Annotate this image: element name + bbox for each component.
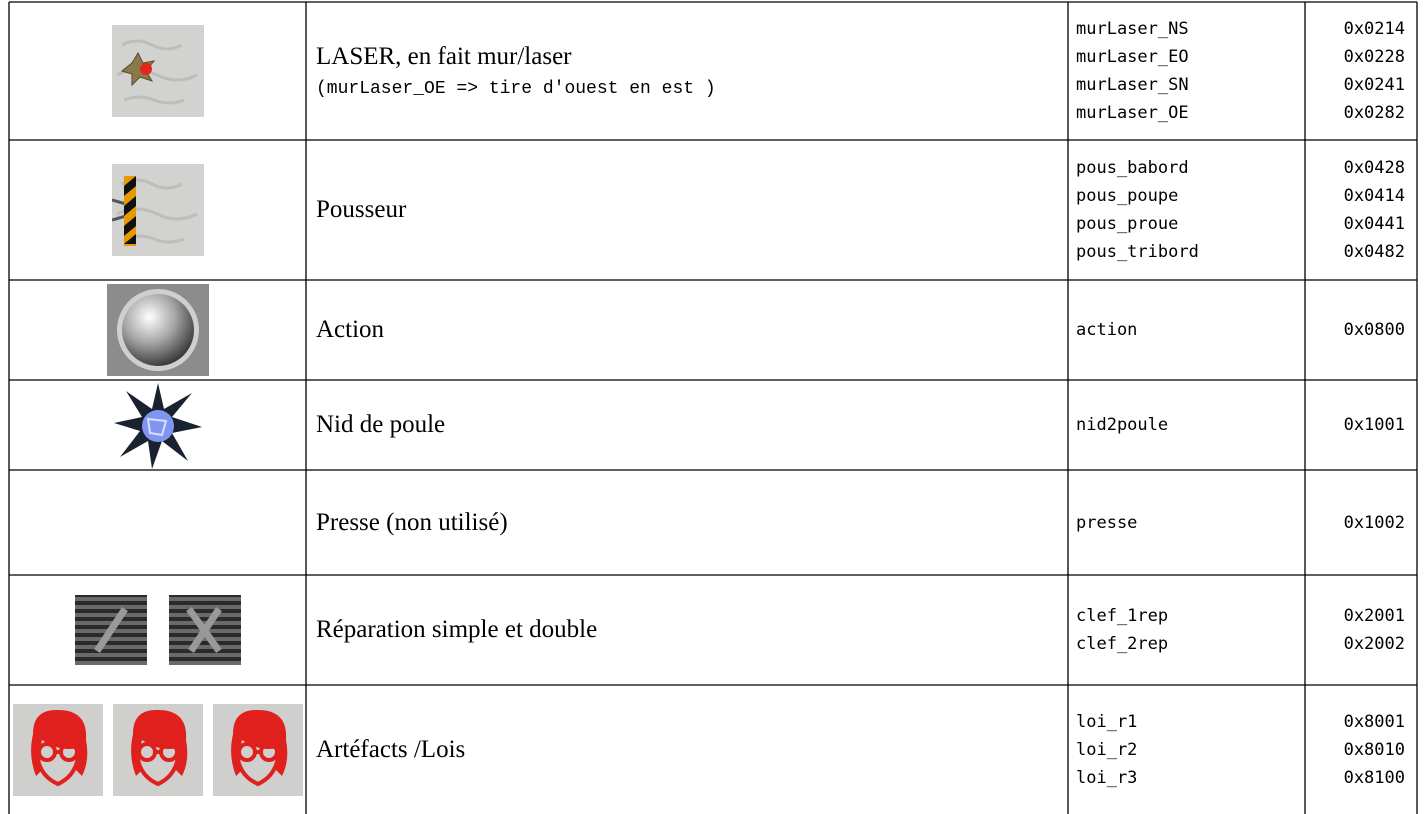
code: 0x0428 (1343, 158, 1405, 178)
names-cell: murLaser_NS murLaser_EO murLaser_SN murLase… (1068, 2, 1305, 140)
law-icon (212, 703, 303, 796)
name: pous_tribord (1076, 242, 1199, 262)
codes-cell: 0x0800 (1305, 280, 1417, 380)
law-icon (112, 703, 203, 796)
names-cell: presse (1068, 470, 1305, 575)
name: murLaser_EO (1076, 47, 1189, 67)
name: murLaser_SN (1076, 75, 1189, 95)
icon-cell (9, 2, 306, 140)
name: presse (1076, 512, 1138, 533)
code: 0x0228 (1343, 47, 1405, 67)
description: Action (316, 316, 385, 343)
name: murLaser_NS (1076, 19, 1189, 39)
description-cell: Artéfacts /Lois (306, 685, 1068, 814)
icon-cell (9, 280, 306, 380)
description-cell: LASER, en fait mur/laser (murLaser_OE => … (306, 2, 1068, 140)
names-cell: clef_1rep clef_2rep (1068, 575, 1305, 685)
names-cell: action (1068, 280, 1305, 380)
code: 0x1002 (1343, 512, 1405, 533)
code: 0x0214 (1343, 19, 1405, 39)
repair-icon (168, 595, 241, 665)
name: action (1076, 320, 1138, 340)
description: Presse (non utilisé) (316, 508, 508, 536)
name: clef_1rep (1076, 606, 1169, 626)
repair-icon (74, 595, 147, 665)
name: murLaser_OE (1076, 103, 1189, 123)
name: pous_proue (1076, 214, 1179, 234)
note: (murLaser_OE => tire d'ouest en est ) (316, 79, 716, 99)
name: nid2poule (1076, 415, 1169, 435)
name: pous_babord (1076, 158, 1189, 178)
description-cell: Presse (non utilisé) (306, 470, 1068, 575)
tile (111, 164, 204, 256)
description: Réparation simple et double (316, 616, 598, 643)
code: 0x0241 (1343, 75, 1405, 95)
code: 0x2001 (1343, 606, 1405, 626)
code: 0x0482 (1343, 242, 1405, 262)
icon-cell (9, 140, 306, 280)
codes-cell: 0x2001 0x2002 (1305, 575, 1417, 685)
description-cell: Action (306, 280, 1068, 380)
description: Pousseur (316, 196, 407, 223)
action-icon (106, 284, 209, 376)
code: 0x0441 (1343, 214, 1405, 234)
code: 0x0414 (1343, 186, 1405, 206)
pothole-icon (113, 383, 202, 469)
description: LASER, en fait mur/laser (316, 43, 572, 70)
icon-cell (9, 685, 306, 814)
codes-cell: 0x8001 0x8010 0x8100 (1305, 685, 1417, 814)
icon-cell (9, 470, 306, 575)
code: 0x2002 (1343, 634, 1405, 654)
names-cell: loi_r1 loi_r2 loi_r3 (1068, 685, 1305, 814)
description-cell: Nid de poule (306, 380, 1068, 470)
names-cell: pous_babord pous_poupe pous_proue pous_trib… (1068, 140, 1305, 280)
name: loi_r2 (1076, 739, 1138, 760)
law-icon (12, 703, 103, 796)
name: pous_poupe (1076, 186, 1179, 206)
code: 0x0800 (1343, 320, 1405, 340)
codes-cell: 0x0214 0x0228 0x0241 0x0282 (1305, 2, 1417, 140)
name: loi_r3 (1076, 767, 1138, 788)
codes-cell: 0x0428 0x0414 0x0441 0x0482 (1305, 140, 1417, 280)
code: 0x8001 (1343, 711, 1405, 732)
code: 0x8100 (1343, 767, 1405, 788)
codes-cell: 0x1001 (1305, 380, 1417, 470)
codes-cell: 0x1002 (1305, 470, 1417, 575)
tile (111, 25, 204, 117)
code: 0x0282 (1343, 103, 1405, 123)
description-cell: Pousseur (306, 140, 1068, 280)
description-cell: Réparation simple et double (306, 575, 1068, 685)
icon-cell (9, 380, 306, 470)
name: clef_2rep (1076, 634, 1169, 654)
names-cell: nid2poule (1068, 380, 1305, 470)
code: 0x8010 (1343, 739, 1405, 760)
icon-cell (9, 575, 306, 685)
description: Nid de poule (316, 411, 446, 438)
code: 0x1001 (1343, 415, 1405, 435)
name: loi_r1 (1076, 711, 1138, 732)
description: Artéfacts /Lois (316, 735, 466, 763)
